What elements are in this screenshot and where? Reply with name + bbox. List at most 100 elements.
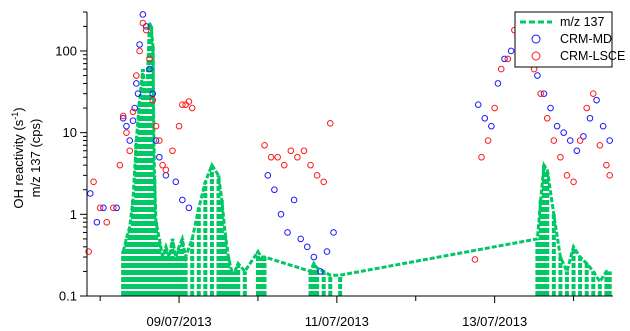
lsce-point xyxy=(287,147,295,155)
legend-md-label: CRM-MD xyxy=(560,32,612,46)
legend-lsce-label: CRM-LSCE xyxy=(560,49,625,63)
md-point xyxy=(86,190,94,197)
lsce-point xyxy=(497,65,505,73)
md-point xyxy=(290,196,298,204)
md-point xyxy=(284,229,291,236)
y-tick-label: 0.1 xyxy=(59,289,77,304)
lsce-point xyxy=(103,218,111,226)
lsce-point xyxy=(129,108,137,116)
md-point xyxy=(494,80,502,87)
lsce-point xyxy=(185,98,193,105)
md-point xyxy=(330,229,337,236)
md-point xyxy=(606,137,614,144)
md-point xyxy=(297,235,304,243)
md-point xyxy=(139,11,147,18)
md-point xyxy=(172,178,180,186)
lsce-point xyxy=(478,153,485,161)
y-axis-title-line2: m/z 137 (cps) xyxy=(28,119,43,198)
md-point xyxy=(488,122,495,130)
legend-mz137-label: m/z 137 xyxy=(560,15,605,29)
lsce-point xyxy=(162,166,170,174)
lsce-point xyxy=(300,147,308,155)
lsce-point xyxy=(159,161,166,169)
md-point xyxy=(474,101,482,108)
md-point xyxy=(149,90,157,97)
lsce-point xyxy=(543,114,551,122)
md-point xyxy=(146,65,153,73)
md-point xyxy=(540,90,548,97)
md-point xyxy=(560,129,567,136)
lsce-point xyxy=(326,120,334,127)
md-point xyxy=(566,137,574,144)
lsce-point xyxy=(123,129,130,136)
lsce-point xyxy=(606,172,614,179)
md-point xyxy=(580,133,587,140)
md-point xyxy=(119,114,127,122)
md-point xyxy=(586,114,594,122)
mz137-line xyxy=(121,22,610,285)
md-point xyxy=(123,122,130,130)
series-crm-md xyxy=(86,11,614,275)
lsce-point xyxy=(504,55,512,63)
lsce-point xyxy=(550,137,558,144)
md-point xyxy=(113,204,120,212)
lsce-point xyxy=(491,104,498,112)
lsce-point xyxy=(589,90,597,97)
lsce-point xyxy=(484,137,492,144)
md-point xyxy=(126,137,134,144)
marks-layer xyxy=(85,11,614,296)
md-point xyxy=(310,253,318,261)
lsce-point xyxy=(537,90,544,97)
md-point xyxy=(593,96,600,104)
md-point xyxy=(547,104,554,112)
lsce-point xyxy=(557,153,564,161)
md-point xyxy=(162,172,170,179)
lsce-point xyxy=(119,112,127,120)
lsce-point xyxy=(563,172,571,179)
y-tick-label: 100 xyxy=(55,43,77,58)
md-point xyxy=(134,90,142,97)
md-point xyxy=(501,55,508,63)
lsce-point xyxy=(313,172,321,179)
md-point xyxy=(599,122,607,130)
lsce-point xyxy=(179,101,186,108)
lsce-point xyxy=(116,161,124,169)
y-axis-title: OH reactivity (s-1) m/z 137 (cps) xyxy=(10,107,43,208)
lsce-point xyxy=(90,178,97,186)
md-point xyxy=(131,104,138,112)
lsce-point xyxy=(149,96,157,104)
legend: m/z 137 CRM-MD CRM-LSCE xyxy=(514,11,625,68)
md-point xyxy=(303,243,311,251)
md-point xyxy=(152,137,160,144)
lsce-point xyxy=(576,137,584,144)
lsce-point xyxy=(142,26,150,34)
lsce-point xyxy=(188,104,196,112)
md-point xyxy=(100,204,107,212)
legend-md-swatch xyxy=(531,34,541,44)
md-point xyxy=(323,248,331,255)
lsce-point xyxy=(85,248,92,255)
lsce-point xyxy=(133,72,140,79)
lsce-point xyxy=(139,19,147,27)
md-point xyxy=(133,80,140,87)
md-point xyxy=(481,114,489,122)
md-point xyxy=(271,186,278,194)
md-point xyxy=(534,72,541,79)
lsce-point xyxy=(136,47,143,55)
md-point xyxy=(185,204,193,212)
y-tick-label: 10 xyxy=(63,125,77,140)
series-crm-lsce xyxy=(85,19,614,263)
y-tick-label: 1 xyxy=(70,207,77,222)
x-tick-label: 09/07/2013 xyxy=(147,314,212,329)
lsce-point xyxy=(307,161,314,169)
lsce-point xyxy=(152,122,160,130)
y-axis-title-superscript: -1 xyxy=(10,112,20,120)
lsce-point xyxy=(175,122,183,130)
md-point xyxy=(277,211,285,218)
lsce-point xyxy=(169,147,176,155)
lsce-point xyxy=(603,161,610,169)
lsce-point xyxy=(294,153,301,161)
ticks-layer: 0.1 1 10 100 09/07/2013 11/07/2013 13/07/2013 xyxy=(55,11,575,329)
